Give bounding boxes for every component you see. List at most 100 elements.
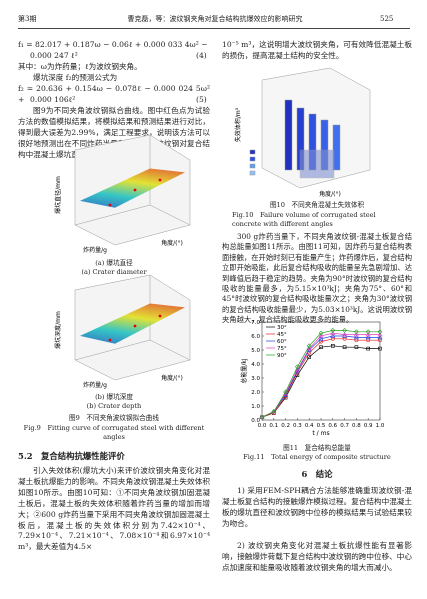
point <box>294 368 300 373</box>
point <box>377 331 383 337</box>
x-tick-label: 0.4 <box>305 423 314 429</box>
point <box>330 343 335 348</box>
point <box>353 334 359 340</box>
figure-9a <box>74 134 191 246</box>
point <box>283 389 289 395</box>
legend-label: 60° <box>277 339 287 345</box>
point <box>342 331 348 337</box>
point <box>330 327 336 333</box>
header-rule <box>18 28 410 29</box>
subcaption: (b) 爆坑深度 <box>95 393 133 401</box>
running-title: 曹克磊，等：波纹钢夹角对复合结构抗爆效应的影响研究 <box>127 15 303 23</box>
point <box>306 345 312 351</box>
point <box>294 364 300 370</box>
figure-caption: Fig.10 Failure volume of corrugated stee… <box>232 211 376 228</box>
point <box>365 329 371 335</box>
x-axis-label: t / ms <box>312 430 329 437</box>
series-line <box>261 338 380 418</box>
legend-label: 30° <box>277 325 287 331</box>
axis-label: 炸药量/g <box>83 246 107 254</box>
paragraph: 10⁻⁵ m³，这说明增大波纹钢夹角，可有效降低混凝土板的损伤，提高混凝土结构的… <box>222 40 412 60</box>
legend-label: 90° <box>277 353 287 359</box>
point <box>342 333 348 338</box>
legend-label: 45° <box>277 332 287 338</box>
figure-caption: 图11 复合结构总能量 <box>283 444 351 452</box>
axis-label: 角度/(°) <box>161 374 183 382</box>
x-tick-label: 0.0 <box>258 423 267 429</box>
legend-label: 75° <box>277 346 287 352</box>
y-tick-label: 3.0 <box>251 376 260 382</box>
paragraph: 引入失效体积(爆坑大小)来评价波纹钢夹角变化对混凝土板抗爆能力的影响。不同夹角波… <box>18 466 210 552</box>
y-tick-label: 1.0 <box>251 404 260 410</box>
point <box>271 409 277 415</box>
x-tick-label: 0.8 <box>352 423 361 429</box>
point <box>307 355 312 359</box>
point <box>353 329 359 335</box>
x-tick-label: 0.1 <box>269 423 278 429</box>
section-heading: 6 结论 <box>301 469 333 479</box>
point <box>342 345 347 350</box>
figure-9b <box>74 274 191 381</box>
page-number: 525 <box>380 15 394 23</box>
equation: f₁ = 82.017 + 0.187ω − 0.06ℓ + 0.000 033… <box>18 40 208 49</box>
axis-label: 爆坑深度/mm <box>54 311 62 349</box>
axis-label: 角度/(°) <box>161 239 183 247</box>
point <box>306 343 312 349</box>
point <box>342 336 347 341</box>
point <box>330 330 336 336</box>
subcaption: (a) Crater diameter <box>81 268 147 276</box>
y-tick-label: 4.0 <box>251 362 260 368</box>
point <box>319 345 323 350</box>
figure-caption: 图10 不同夹角混凝土失效体积 <box>269 201 365 209</box>
series-line <box>261 335 380 418</box>
point <box>354 345 359 350</box>
figure-10 <box>249 67 371 189</box>
point <box>377 329 383 335</box>
text: 爆坑深度 f₂的预测公式为 <box>33 73 118 82</box>
figure-caption: 图9 不同夹角波纹钢拟合曲线 <box>69 414 159 422</box>
equation-number: (4) <box>196 51 207 60</box>
point <box>318 333 324 338</box>
x-tick-label: 0.7 <box>340 423 349 429</box>
x-tick-label: 0.5 <box>317 423 326 429</box>
equation: f₂ = 20.636 + 0.154ω − 0.078ℓ − 0.000 02… <box>18 84 210 104</box>
y-tick-label: 6.0 <box>251 334 260 340</box>
y-axis-label: 总能量/kJ <box>240 358 248 383</box>
x-tick-label: 0.9 <box>364 423 373 429</box>
point <box>271 408 277 414</box>
x-tick-label: 1.0 <box>376 423 385 429</box>
subcaption: (a) 爆坑直径 <box>95 259 133 267</box>
point <box>330 336 335 341</box>
x-tick-label: 0.3 <box>293 423 302 429</box>
x-tick-label: 0.6 <box>328 423 337 429</box>
point <box>259 414 265 420</box>
axis-label: 爆坑直径/mm <box>54 176 62 214</box>
section-heading: 5.2 复合结构抗爆性能评价 <box>18 451 125 461</box>
point <box>377 334 383 340</box>
y-tick-label: 2.0 <box>251 390 260 396</box>
point <box>330 333 336 338</box>
point <box>378 346 382 351</box>
subcaption: (b) Crater depth <box>86 402 142 410</box>
equation: 0.000 106ℓ² <box>30 95 76 104</box>
paragraph: 1) 采用FEM-SPH耦合方法能够准确重现波纹钢-混凝土板复合结构的接触爆炸模… <box>222 486 412 528</box>
point <box>366 346 371 351</box>
paragraph: 300 g炸药当量下，不同夹角波纹钢-混凝土板复合结构总能量如图11所示。由图1… <box>222 232 412 325</box>
paragraph: 2) 波纹钢夹角变化对混凝土板抗爆性能有显著影响，接触爆炸荷载下复合结构中波纹钢… <box>222 541 412 572</box>
axis-label: 失效体积/m³ <box>234 107 242 142</box>
series-line <box>261 332 380 418</box>
point <box>318 330 324 336</box>
figure-caption: Fig.9 Fitting curve of corrugated steel … <box>23 424 205 441</box>
y-tick-label: 0.0 <box>251 418 260 424</box>
y-tick-label: 5.0 <box>251 348 260 354</box>
point <box>365 334 371 340</box>
text: 其中：ω为炸药量；ℓ为波纹钢夹角。 <box>18 62 142 71</box>
series-line <box>261 330 380 418</box>
point <box>342 327 348 333</box>
figure-caption: Fig.11 Total energy of composite structu… <box>243 453 391 461</box>
equation-number: (5) <box>196 95 207 104</box>
point <box>353 331 359 337</box>
equation: 0.000 247 ℓ² <box>30 51 78 60</box>
